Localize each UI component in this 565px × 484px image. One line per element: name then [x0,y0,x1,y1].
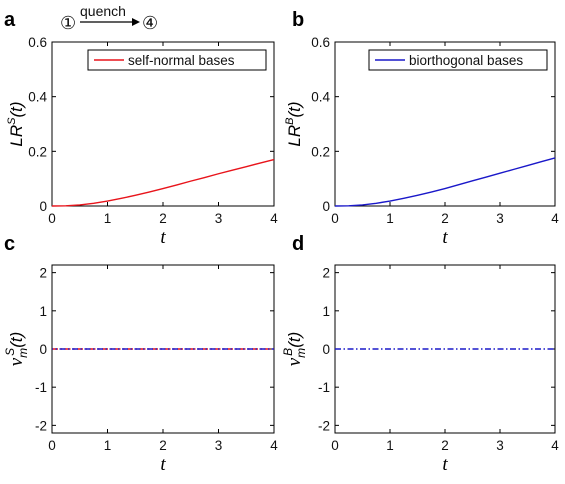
panel-a-legend-label: self-normal bases [128,53,235,68]
panel-a-ytick-label-2: 0.4 [28,90,47,105]
panel-a: a 0 1 2 3 4 0 0.2 0.4 0.6 t LRS(t) self-normal bases [4,9,278,248]
panel-a-ytick-label-0: 0 [39,199,47,214]
quench-label: quench [80,3,126,19]
panel-d-y-label-sub: m [294,348,308,358]
panel-b-ytick-label-3: 0.6 [311,35,330,50]
panel-c-ytick-label-3: 1 [39,304,47,319]
panel-d-ytick-label-3: 1 [322,304,330,319]
panel-a-xtick-label-1: 1 [104,211,112,226]
panel-a-x-label: t [160,227,166,248]
panel-c-letter: c [4,233,15,255]
panel-d-letter: d [292,233,304,255]
panel-a-xtick-label-0: 0 [48,211,56,226]
panel-c-ytick-label-4: 2 [39,266,47,281]
panel-c-y-label-arg: (t) [7,332,26,348]
panel-a-series-line-0 [51,158,275,207]
panel-a-ytick-label-3: 0.6 [28,35,47,50]
panel-a-xtick-label-4: 4 [270,211,278,226]
panel-b-x-label: t [442,227,448,248]
panel-d-y-label-arg: (t) [285,332,304,348]
panel-b-xtick-label-1: 1 [386,211,394,226]
panel-d-xtick-label-3: 3 [496,438,504,453]
panel-d-y-label-sup: B [281,348,295,356]
panel-b-ytick-label-0: 0 [322,199,330,214]
panel-d-xtick-label-0: 0 [331,438,339,453]
panel-d-ytick-label-2: 0 [322,342,330,357]
panel-a-xtick-label-2: 2 [159,211,167,226]
panel-d-xtick-label-1: 1 [386,438,394,453]
panel-c-ytick-label-0: -2 [35,418,47,433]
panel-d-x-label: t [442,454,448,475]
panel-b-xtick-label-4: 4 [551,211,559,226]
panel-b-legend-label: biorthogonal bases [409,53,523,68]
state-1-label: ① [60,13,76,34]
panel-b-xtick-label-0: 0 [331,211,339,226]
panel-a-ytick-label-1: 0.2 [28,144,47,159]
quench-annotation: ① quench ④ [60,3,158,34]
panel-b-xtick-label-3: 3 [496,211,504,226]
panel-b: b 0 1 2 3 4 0 0.2 0.4 0.6 t LRB(t) biorthogonal base… [284,9,559,248]
panel-c-xtick-label-1: 1 [104,438,112,453]
panel-a-y-label-base: LR [7,125,26,147]
panel-a-y-label-arg: (t) [7,101,26,117]
panel-b-legend-box [368,49,548,71]
panel-a-xtick-label-3: 3 [215,211,223,226]
panel-c-xtick-label-3: 3 [215,438,223,453]
panel-d-xtick-label-4: 4 [551,438,559,453]
panel-c-y-label-sup: S [3,348,17,356]
panel-c-xtick-label-4: 4 [270,438,278,453]
panel-a-y-label-sup: S [6,117,18,125]
panel-b-series-line-0 [334,157,556,207]
panel-c-xtick-label-0: 0 [48,438,56,453]
panel-d-y-label: νmB(t) [281,332,308,367]
panel-a-y-label: LRS(t) [6,101,26,146]
panel-c-ytick-label-2: 0 [39,342,47,357]
panel-d-ytick-label-1: -1 [318,380,330,395]
panel-d-y-label-base: ν [284,357,305,366]
state-4-label: ④ [142,13,158,34]
panel-b-ytick-label-1: 0.2 [311,144,330,159]
panel-c-x-label: t [160,454,166,475]
panel-c-xtick-label-2: 2 [159,438,167,453]
panel-b-ytick-label-2: 0.4 [311,90,330,105]
panel-b-xtick-label-2: 2 [441,211,449,226]
panel-c-y-label-base: ν [6,357,27,366]
panel-d-ytick-label-4: 2 [322,266,330,281]
panel-b-y-label: LRB(t) [284,101,304,146]
panel-b-letter: b [292,9,304,31]
panel-b-y-label-arg: (t) [285,101,304,117]
panel-a-legend-box [87,49,267,71]
panel-b-y-label-sup: B [284,117,296,124]
panel-d-ytick-label-0: -2 [318,418,330,433]
panel-d-xtick-label-2: 2 [441,438,449,453]
panel-a-letter: a [4,9,16,31]
quench-arrow-head [132,18,140,26]
panel-c-y-label: νmS(t) [3,332,30,367]
panel-b-y-label-base: LR [285,125,304,147]
panel-c-ytick-label-1: -1 [35,380,47,395]
panel-c-y-label-sub: m [16,348,30,358]
